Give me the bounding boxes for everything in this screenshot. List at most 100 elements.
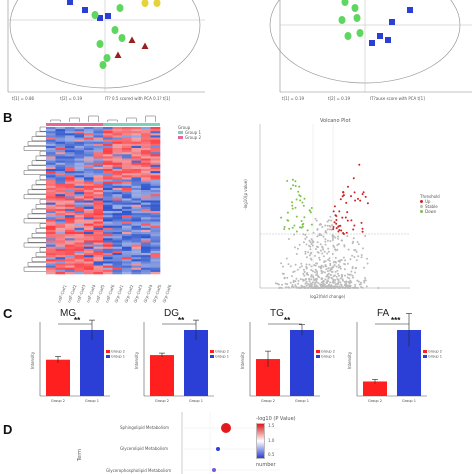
heatmap-cell xyxy=(74,242,85,245)
volcano-point xyxy=(346,273,349,276)
heatmap-cell xyxy=(103,194,113,197)
heatmap-cell xyxy=(141,232,151,235)
heatmap-cell xyxy=(65,206,75,210)
heatmap-cell xyxy=(93,221,104,224)
heatmap-cell xyxy=(131,137,142,140)
volcano-point xyxy=(286,276,289,279)
heatmap-cell xyxy=(150,269,161,273)
heatmap-cell xyxy=(65,217,75,220)
heatmap-cell xyxy=(150,202,161,205)
volcano-point xyxy=(318,258,321,261)
heatmap-cell xyxy=(150,158,161,161)
volcano-point xyxy=(343,245,346,248)
volcano-point xyxy=(327,258,330,261)
heatmap-cell xyxy=(150,179,161,182)
heatmap-cell xyxy=(46,265,56,268)
heatmap-cell xyxy=(55,271,66,275)
heatmap-cell xyxy=(46,148,56,151)
heatmap-cell xyxy=(122,259,132,262)
volcano-point xyxy=(330,286,333,289)
heatmap-cell xyxy=(103,215,113,218)
heatmap-cell xyxy=(93,253,104,256)
heatmap-cell xyxy=(74,196,85,199)
heatmap-cell xyxy=(112,250,123,254)
heatmap-cell xyxy=(131,223,142,226)
volcano-point xyxy=(337,264,340,267)
bar-category-label: Group 2 xyxy=(155,399,169,403)
volcano-point xyxy=(334,236,337,239)
heatmap-cell xyxy=(131,242,142,245)
volcano-point xyxy=(334,279,337,281)
heatmap-cell xyxy=(55,200,66,203)
volcano-point xyxy=(285,286,288,289)
heatmap-cell xyxy=(55,158,66,161)
bar-category-label: Group 1 xyxy=(295,399,309,403)
heatmap-cell xyxy=(122,129,132,132)
heatmap-cell xyxy=(55,267,66,271)
heatmap-cell xyxy=(46,255,56,258)
heatmap-cell xyxy=(65,131,75,134)
heatmap-cell xyxy=(84,135,94,138)
heatmap-cell xyxy=(103,158,113,161)
volcano-point xyxy=(339,283,342,286)
volcano-point xyxy=(321,284,323,286)
heatmap-cell xyxy=(74,177,85,180)
heatmap-cell xyxy=(46,269,56,273)
heatmap-cell xyxy=(150,150,161,153)
heatmap-cell xyxy=(141,169,151,172)
heatmap-cell xyxy=(55,221,66,224)
heatmap-cell xyxy=(150,198,161,201)
volcano-point xyxy=(324,238,327,241)
volcano-point xyxy=(295,230,298,233)
heatmap-cell xyxy=(103,175,113,178)
dendrogram-branch xyxy=(39,247,46,253)
heatmap-cell xyxy=(122,194,132,197)
volcano-point xyxy=(331,239,334,241)
heatmap-cell xyxy=(65,211,75,214)
heatmap-cell xyxy=(150,154,161,157)
heatmap-cell xyxy=(84,173,94,176)
heatmap-cell xyxy=(150,211,161,214)
heatmap-cell xyxy=(112,242,123,245)
heatmap-cell xyxy=(122,139,132,142)
heatmap-cell xyxy=(112,232,123,235)
volcano-point xyxy=(324,243,327,246)
heatmap-cell xyxy=(131,257,142,260)
heatmap-cell xyxy=(46,253,56,256)
heatmap-cell xyxy=(112,129,123,132)
heatmap-cell xyxy=(74,166,85,170)
bar-group1 xyxy=(80,330,104,396)
volcano-point xyxy=(333,246,336,248)
heatmap-cell xyxy=(65,242,75,245)
heatmap-cell xyxy=(122,198,132,201)
volcano-point xyxy=(326,270,329,273)
volcano-point xyxy=(313,283,316,286)
heatmap-cell xyxy=(141,190,151,193)
volcano-point xyxy=(299,199,302,202)
volcano-point xyxy=(355,259,358,262)
heatmap-cell xyxy=(131,213,142,216)
volcano-point xyxy=(316,241,319,244)
heatmap-cell xyxy=(103,242,113,245)
heatmap-cell xyxy=(74,143,85,147)
volcano-point xyxy=(291,204,294,207)
volcano-point xyxy=(316,228,319,231)
heatmap-cell xyxy=(93,135,104,138)
heatmap-cell xyxy=(65,236,75,239)
heatmap-cell xyxy=(122,229,132,233)
heatmap-cell xyxy=(84,148,94,151)
heatmap-cell xyxy=(122,152,132,155)
volcano-point xyxy=(302,279,305,282)
volcano-point xyxy=(335,219,338,221)
heatmap-cell xyxy=(141,253,151,256)
volcano-point xyxy=(311,239,314,242)
volcano-point xyxy=(337,237,340,240)
heatmap-cell xyxy=(141,211,151,214)
heatmap-cell xyxy=(74,156,85,159)
volcano-legend-down: Down xyxy=(420,209,440,214)
heatmap-cell xyxy=(55,223,66,226)
heatmap-cell xyxy=(55,152,66,155)
heatmap-cell xyxy=(131,240,142,243)
volcano-point xyxy=(302,204,305,207)
heatmap-cell xyxy=(84,267,94,271)
